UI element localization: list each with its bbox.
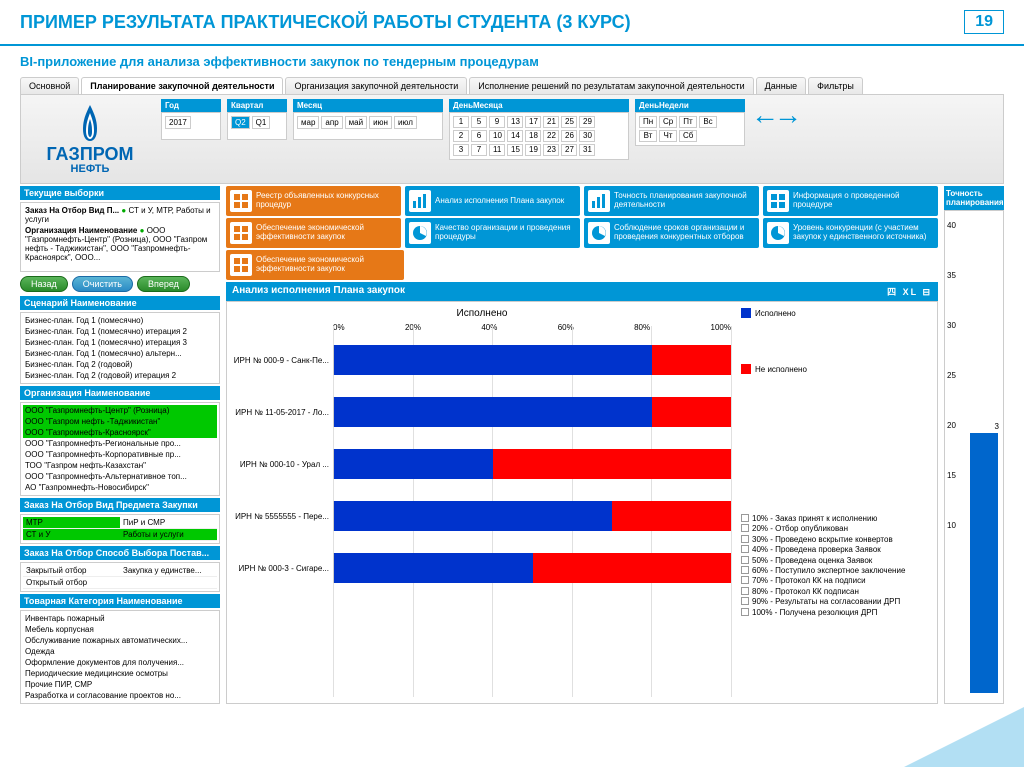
subtitle: BI-приложение для анализа эффективности … (0, 46, 1024, 77)
logo: ГАЗПРОМ НЕФТЬ (25, 99, 155, 179)
dayweek-filter[interactable]: ДеньНедели ПнСрПтВсВтЧтСб (635, 99, 745, 146)
list-item[interactable]: Бизнес-план. Год 2 (годовой) итерация 2 (23, 370, 217, 381)
slide-title: ПРИМЕР РЕЗУЛЬТАТА ПРАКТИЧЕСКОЙ РАБОТЫ СТ… (20, 12, 631, 33)
kpi-icon (230, 222, 252, 244)
kpi-tile[interactable]: Реестр объявленных конкурсных процедур (226, 186, 401, 216)
list-item[interactable]: Бизнес-план. Год 1 (помесячно) итерация … (23, 326, 217, 337)
kpi-icon (230, 190, 252, 212)
list-item[interactable]: Обслуживание пожарных автоматических... (23, 635, 217, 646)
kpi-icon (409, 190, 431, 212)
list-item[interactable]: ООО "Газпромнефть-Региональные про... (23, 438, 217, 449)
bar-row: ИРН № 000-10 - Урал ... (233, 438, 731, 490)
orderway-head: Заказ На Отбор Способ Выбора Постав... (20, 546, 220, 560)
month-filter[interactable]: Месяц марапрмайиюниюл (293, 99, 443, 140)
kpi-tile[interactable]: Анализ исполнения Плана закупок (405, 186, 580, 216)
bar-row: ИРН № 5555555 - Пере... (233, 490, 731, 542)
list-item[interactable]: ООО "Газпромнефть-Альтернативное топ... (23, 471, 217, 482)
daymonth-filter[interactable]: ДеньМесяца 15913172125292610141822263037… (449, 99, 629, 160)
list-item[interactable]: ООО "Газпромнефть-Красноярск" (23, 427, 217, 438)
bar-row: ИРН № 11-05-2017 - Ло... (233, 386, 731, 438)
tab[interactable]: Планирование закупочной деятельности (81, 77, 283, 94)
kpi-icon (230, 254, 252, 276)
slide-number: 19 (964, 10, 1004, 34)
forward-button[interactable]: Вперед (137, 276, 190, 292)
list-item[interactable]: ООО "Газпромнефть-Корпоративные пр... (23, 449, 217, 460)
clear-button[interactable]: Очистить (72, 276, 133, 292)
org-head: Организация Наименование (20, 386, 220, 400)
bar-row: ИРН № 000-3 - Сигаре... (233, 542, 731, 594)
category-head: Товарная Категория Наименование (20, 594, 220, 608)
kpi-icon (588, 190, 610, 212)
tab[interactable]: Данные (756, 77, 807, 94)
back-button[interactable]: Назад (20, 276, 68, 292)
list-item[interactable]: ООО "Газпромнефть-Центр" (Розница) (23, 405, 217, 416)
kpi-tile[interactable]: Соблюдение сроков организации и проведен… (584, 218, 759, 248)
list-item[interactable]: Прочие ПИР, СМР (23, 679, 217, 690)
tab[interactable]: Организация закупочной деятельности (285, 77, 467, 94)
list-item[interactable]: Бизнес-план. Год 1 (помесячно) (23, 315, 217, 326)
filter-ribbon: ГАЗПРОМ НЕФТЬ Год 2017 Квартал Q2Q1 Меся… (20, 94, 1004, 184)
list-item[interactable]: Бизнес-план. Год 1 (помесячно) альтерн..… (23, 348, 217, 359)
sidebar: Текущие выборки Заказ На Отбор Вид П... … (20, 186, 220, 704)
list-item[interactable]: АО "Газпромнефть-Новосибирск" (23, 482, 217, 493)
list-item[interactable]: ООО "Газпром нефть -Таджикистан" (23, 416, 217, 427)
kpi-tile[interactable]: Качество организации и проведения процед… (405, 218, 580, 248)
list-item[interactable]: Бизнес-план. Год 2 (годовой) (23, 359, 217, 370)
list-item[interactable]: Инвентарь пожарный (23, 613, 217, 624)
list-item[interactable]: Мебель корпусная (23, 624, 217, 635)
chart-tools-icon[interactable]: 四 XL ⊟ (887, 285, 932, 298)
nav-arrows-icon[interactable]: ←→ (751, 99, 797, 131)
tab[interactable]: Исполнение решений по результатам закупо… (469, 77, 753, 94)
tab-bar: ОсновнойПланирование закупочной деятельн… (20, 77, 1004, 94)
quarter-filter[interactable]: Квартал Q2Q1 (227, 99, 287, 140)
year-filter[interactable]: Год 2017 (161, 99, 221, 140)
tab[interactable]: Основной (20, 77, 79, 94)
list-item[interactable]: Одежда (23, 646, 217, 657)
chart-title: Исполнено (233, 308, 731, 319)
list-item[interactable]: Оформление документов для получения... (23, 657, 217, 668)
kpi-icon (767, 190, 789, 212)
list-item[interactable]: Бизнес-план. Год 1 (помесячно) итерация … (23, 337, 217, 348)
kpi-tile[interactable]: Информация о проведенной процедуре (763, 186, 938, 216)
tab[interactable]: Фильтры (808, 77, 863, 94)
ordertype-head: Заказ На Отбор Вид Предмета Закупки (20, 498, 220, 512)
kpi-tile[interactable]: Уровень конкуренции (с участием закупок … (763, 218, 938, 248)
corner-decoration (904, 707, 1024, 767)
chart-head-title: Анализ исполнения Плана закупок (232, 285, 405, 298)
kpi-tile[interactable]: Обеспечение экономической эффективности … (226, 250, 404, 280)
selections-head: Текущие выборки (20, 186, 220, 200)
kpi-tile[interactable]: Точность планирования закупочной деятель… (584, 186, 759, 216)
kpi-icon (588, 222, 610, 244)
list-item[interactable]: ТОО "Газпром нефть-Казахстан" (23, 460, 217, 471)
kpi-tile[interactable]: Обеспечение экономической эффективности … (226, 218, 401, 248)
scenario-head: Сценарий Наименование (20, 296, 220, 310)
kpi-icon (767, 222, 789, 244)
kpi-icon (409, 222, 431, 244)
right-chart-head: Точность планирования (946, 189, 1004, 207)
list-item[interactable]: Разработка и согласование проектов но... (23, 690, 217, 701)
bar-row: ИРН № 000-9 - Санк-Пе... (233, 334, 731, 386)
list-item[interactable]: Периодические медицинские осмотры (23, 668, 217, 679)
